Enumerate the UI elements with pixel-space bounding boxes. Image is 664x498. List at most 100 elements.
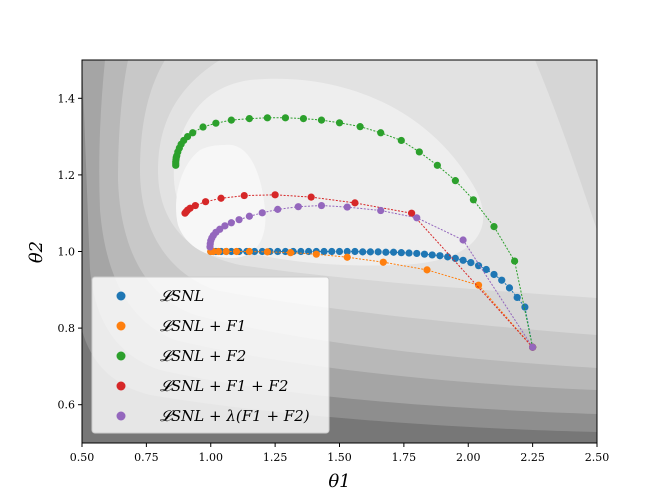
data-point (415, 148, 423, 156)
data-point (408, 209, 416, 217)
data-point (245, 114, 253, 123)
data-point (510, 257, 519, 265)
data-point (343, 253, 351, 261)
data-point (413, 249, 421, 258)
data-point (377, 206, 385, 215)
data-point (227, 116, 235, 124)
x-tick-label: 1.75 (392, 451, 417, 464)
data-point (240, 191, 248, 200)
data-point (271, 191, 279, 199)
legend-label: 𝓛SNL + F2 (160, 347, 246, 365)
data-point (245, 212, 253, 220)
data-point (467, 259, 475, 267)
data-point (459, 236, 467, 244)
data-point (359, 248, 367, 256)
x-tick-label: 1.00 (199, 451, 224, 464)
x-tick-label: 0.50 (70, 451, 95, 464)
data-point (320, 247, 328, 256)
data-point (305, 247, 313, 256)
data-point (317, 201, 326, 210)
x-tick-label: 0.75 (134, 451, 159, 464)
data-point (397, 249, 405, 257)
data-point (206, 243, 214, 251)
data-point (428, 251, 436, 259)
legend-marker (116, 351, 126, 361)
data-point (529, 343, 537, 351)
data-point (413, 214, 421, 222)
legend-marker (116, 381, 126, 391)
data-point (382, 248, 390, 256)
data-point (281, 114, 290, 122)
data-point (202, 198, 210, 206)
x-axis-ticks: 0.50 0.75 1.00 1.25 1.50 1.75 2.00 2.25 2.50 (70, 443, 610, 464)
legend-box (91, 276, 330, 434)
data-point (335, 247, 344, 256)
legend: 𝓛SNL 𝓛SNL + F1 𝓛SNL + F2 𝓛SNL + F1 + F2 𝓛SNL… (91, 276, 330, 434)
data-point (245, 247, 253, 256)
data-point (451, 177, 459, 185)
x-tick-label: 1.50 (327, 451, 352, 464)
data-point (405, 249, 413, 257)
data-point (172, 161, 180, 169)
data-point (199, 123, 207, 131)
data-point (351, 199, 359, 207)
data-point (436, 252, 444, 260)
data-point (343, 247, 351, 256)
data-point (433, 161, 441, 169)
data-point (423, 266, 431, 274)
data-point (286, 249, 295, 257)
data-point (474, 281, 483, 289)
data-point (451, 254, 459, 262)
data-point (379, 258, 387, 266)
data-point (299, 114, 308, 123)
legend-marker (116, 321, 126, 331)
data-point (513, 293, 521, 302)
data-point (482, 265, 490, 274)
legend-marker (116, 411, 126, 421)
data-point (181, 209, 189, 217)
data-point (317, 116, 326, 124)
data-point (490, 270, 498, 279)
data-point (212, 119, 220, 127)
data-point (397, 136, 405, 145)
x-axis-label: θ1 (328, 471, 350, 492)
data-point (420, 250, 429, 258)
data-point (366, 248, 374, 256)
data-point (377, 129, 385, 137)
data-point (214, 247, 223, 256)
legend-label: 𝓛SNL (160, 287, 204, 305)
data-point (374, 248, 382, 256)
legend-marker (116, 291, 126, 301)
data-point (221, 222, 229, 230)
data-point (498, 276, 506, 284)
data-point (356, 123, 364, 131)
x-tick-label: 2.25 (520, 451, 545, 464)
data-point (351, 247, 359, 256)
x-tick-label: 2.50 (585, 451, 610, 464)
data-point (505, 284, 514, 292)
y-tick-label: 1.4 (58, 92, 76, 105)
series-5 (206, 201, 537, 351)
series-layer (172, 114, 537, 351)
data-point (258, 209, 266, 217)
data-point (469, 196, 477, 204)
data-point (263, 114, 271, 122)
data-point (444, 253, 452, 261)
data-point (459, 256, 467, 264)
data-point (474, 262, 483, 270)
y-tick-label: 1.2 (58, 169, 76, 182)
data-point (328, 247, 336, 256)
y-tick-label: 1.0 (58, 246, 76, 259)
data-point (307, 193, 315, 201)
legend-label: 𝓛SNL + F1 + F2 (160, 377, 288, 395)
data-point (232, 247, 241, 256)
y-axis-ticks: 0.6 0.8 1.0 1.2 1.4 (58, 92, 82, 412)
legend-label: 𝓛SNL + λ(F1 + F2) (160, 407, 310, 425)
data-point (274, 205, 282, 213)
data-point (521, 303, 529, 311)
x-tick-label: 1.25 (263, 451, 288, 464)
data-point (217, 194, 225, 202)
data-point (294, 203, 302, 211)
data-point (343, 203, 351, 211)
